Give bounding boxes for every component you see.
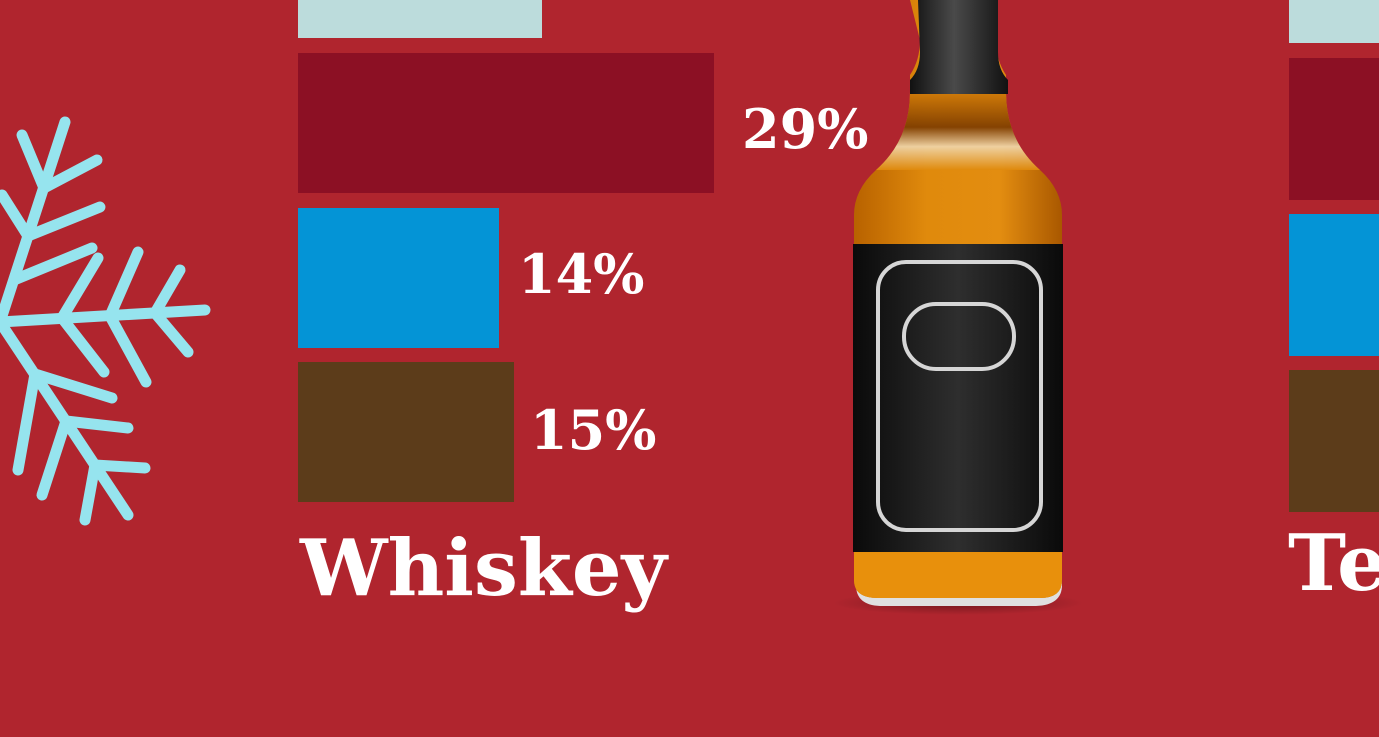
bar-14-percent [298,208,499,348]
category-title-whiskey: Whiskey [300,523,667,614]
te-bar-3 [1289,370,1379,512]
te-bar-1 [1289,58,1379,200]
snowflake-icon [0,116,211,526]
te-bar-0 [1289,0,1379,43]
bar-label-14: 14% [518,242,645,306]
te-bar-2 [1289,214,1379,356]
bar-29-percent [298,53,714,193]
category-title-te: Te [1288,518,1379,609]
whiskey-bottle-icon [833,0,1083,615]
bar-label-29: 29% [742,97,869,161]
bar-label-15: 15% [530,398,657,462]
bar-15-percent [298,362,514,502]
bar-0 [298,0,542,38]
